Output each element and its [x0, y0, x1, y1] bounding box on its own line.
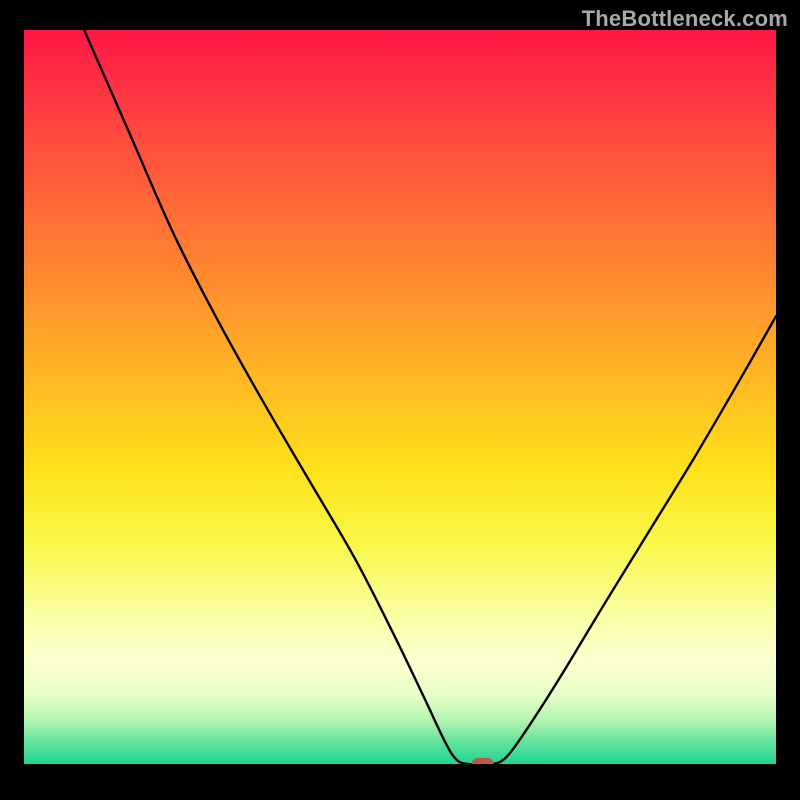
gradient-background [24, 30, 776, 764]
current-config-marker [472, 758, 494, 764]
watermark-text: TheBottleneck.com [582, 6, 788, 32]
bottleneck-chart-svg [24, 30, 776, 764]
chart-frame: TheBottleneck.com [0, 0, 800, 800]
plot-area [24, 30, 776, 764]
